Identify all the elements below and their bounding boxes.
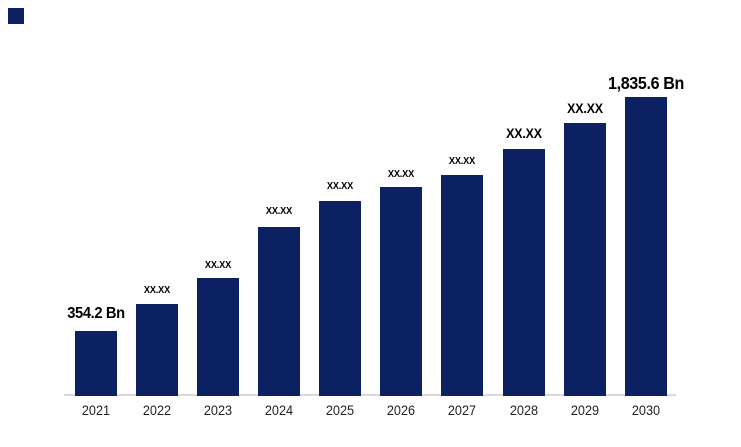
corner-accent-square: [8, 8, 24, 24]
bar: [380, 187, 422, 396]
bar-value-label: XX.XX: [387, 168, 415, 180]
bar: [136, 304, 178, 396]
bar: [319, 201, 361, 396]
x-axis-tick-label: 2027: [447, 403, 477, 418]
bar-value-label: XX.XX: [448, 156, 476, 167]
x-axis-tick-label: 2028: [509, 403, 538, 418]
bar: [75, 331, 117, 396]
bar-value-label: XX.XX: [265, 205, 293, 217]
x-axis-tick-label: 2026: [386, 403, 416, 418]
bar: [197, 278, 239, 396]
x-axis-line: [64, 394, 676, 396]
bar: [563, 123, 606, 396]
x-axis-tick-label: 2022: [142, 403, 172, 418]
bar-value-label: 354.2 Bn: [67, 305, 125, 322]
bar-value-label: XX.XX: [204, 260, 232, 271]
x-axis-tick-label: 2023: [203, 403, 233, 418]
x-axis-tick-label: 2029: [570, 403, 599, 418]
bar: [258, 227, 300, 396]
bar: [502, 149, 545, 396]
bar: [441, 174, 483, 396]
bar: [625, 97, 667, 396]
x-axis-tick-label: 2030: [631, 403, 661, 418]
bar-value-label: 1,835.6 Bn: [608, 72, 684, 93]
x-axis-tick-label: 2021: [81, 403, 111, 418]
bar-value-label: XX.XX: [143, 285, 171, 296]
bar-value-label: XX.XX: [505, 125, 542, 141]
bar-value-label: XX.XX: [326, 180, 354, 192]
bar-value-label: XX.XX: [566, 100, 603, 116]
x-axis-tick-label: 2024: [264, 403, 294, 418]
x-axis-tick-label: 2025: [325, 403, 355, 418]
